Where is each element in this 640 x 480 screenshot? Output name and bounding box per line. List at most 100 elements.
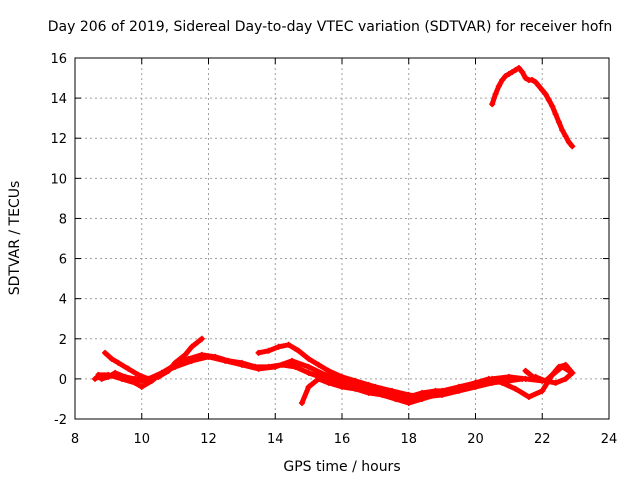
data-point — [182, 351, 189, 358]
data-point — [532, 373, 539, 380]
data-point — [392, 395, 399, 402]
data-point — [539, 387, 546, 394]
data-point — [172, 363, 179, 370]
data-point — [485, 375, 492, 382]
x-tick-label: 20 — [467, 432, 484, 447]
data-point — [205, 353, 212, 360]
data-point — [432, 391, 439, 398]
data-point — [352, 385, 359, 392]
data-point — [419, 395, 426, 402]
data-point — [115, 359, 122, 366]
data-point — [539, 87, 546, 94]
data-point — [512, 385, 519, 392]
data-point — [529, 77, 536, 84]
data-point — [515, 65, 522, 72]
data-point — [565, 139, 572, 146]
data-point — [459, 383, 466, 390]
data-point — [552, 111, 559, 118]
data-point — [505, 377, 512, 384]
x-tick-label: 14 — [267, 432, 284, 447]
data-point — [188, 343, 195, 350]
data-point — [492, 91, 499, 98]
data-point — [315, 375, 322, 382]
data-point — [255, 365, 262, 372]
data-point — [298, 399, 305, 406]
data-point — [549, 103, 556, 110]
y-tick-label: 6 — [59, 253, 67, 268]
data-point — [562, 375, 569, 382]
data-point — [489, 101, 496, 108]
data-point — [272, 363, 279, 370]
data-point — [275, 343, 282, 350]
data-point — [555, 363, 562, 370]
data-point — [365, 381, 372, 388]
data-point — [499, 379, 506, 386]
y-tick-label: 0 — [59, 373, 67, 388]
y-tick-label: 2 — [59, 333, 67, 348]
data-point — [392, 389, 399, 396]
data-point — [305, 369, 312, 376]
data-point — [325, 367, 332, 374]
data-point — [445, 387, 452, 394]
data-point — [365, 389, 372, 396]
data-point — [535, 83, 542, 90]
data-point — [305, 383, 312, 390]
x-tick-label: 18 — [400, 432, 417, 447]
data-point — [545, 97, 552, 104]
y-tick-label: 16 — [50, 52, 67, 67]
data-point — [405, 393, 412, 400]
data-point — [125, 365, 132, 372]
data-point — [325, 379, 332, 386]
data-point — [509, 69, 516, 76]
data-points — [92, 65, 576, 406]
data-point — [555, 119, 562, 126]
series-A — [92, 335, 205, 384]
data-point — [305, 363, 312, 370]
data-point — [379, 391, 386, 398]
grid-lines — [75, 58, 609, 419]
data-point — [339, 373, 345, 380]
data-point — [562, 133, 569, 140]
series-F — [522, 361, 576, 386]
y-tick-label: 8 — [59, 212, 67, 227]
data-point — [238, 361, 245, 368]
x-tick-label: 24 — [601, 432, 618, 447]
x-tick-label: 22 — [534, 432, 551, 447]
data-point — [569, 143, 576, 150]
data-point — [158, 369, 165, 376]
data-point — [102, 349, 109, 356]
data-point — [499, 77, 506, 84]
data-point — [495, 83, 502, 90]
data-point — [522, 75, 529, 82]
y-tick-label: 12 — [50, 132, 67, 147]
data-point — [472, 379, 479, 386]
chart-title: Day 206 of 2019, Sidereal Day-to-day VTE… — [48, 19, 612, 35]
data-point — [519, 69, 526, 76]
data-point — [339, 383, 345, 390]
data-point — [148, 377, 155, 384]
data-point — [405, 399, 412, 406]
data-point — [95, 371, 102, 378]
data-point — [419, 389, 426, 396]
data-point — [292, 363, 299, 370]
data-point — [315, 361, 322, 368]
x-tick-label: 10 — [133, 432, 150, 447]
x-axis-label: GPS time / hours — [283, 459, 400, 475]
data-point — [522, 367, 529, 374]
data-point — [108, 355, 115, 362]
data-point — [562, 361, 569, 368]
data-point — [519, 375, 526, 382]
y-axis-label: SDTVAR / TECUs — [7, 181, 23, 296]
data-point — [138, 383, 145, 390]
y-tick-label: 14 — [50, 92, 67, 107]
data-point — [222, 357, 229, 364]
data-point — [322, 371, 329, 378]
y-tick-label: -2 — [54, 413, 67, 428]
x-tick-label: 12 — [200, 432, 217, 447]
data-point — [569, 369, 576, 376]
data-point — [542, 91, 549, 98]
data-point — [188, 357, 195, 364]
